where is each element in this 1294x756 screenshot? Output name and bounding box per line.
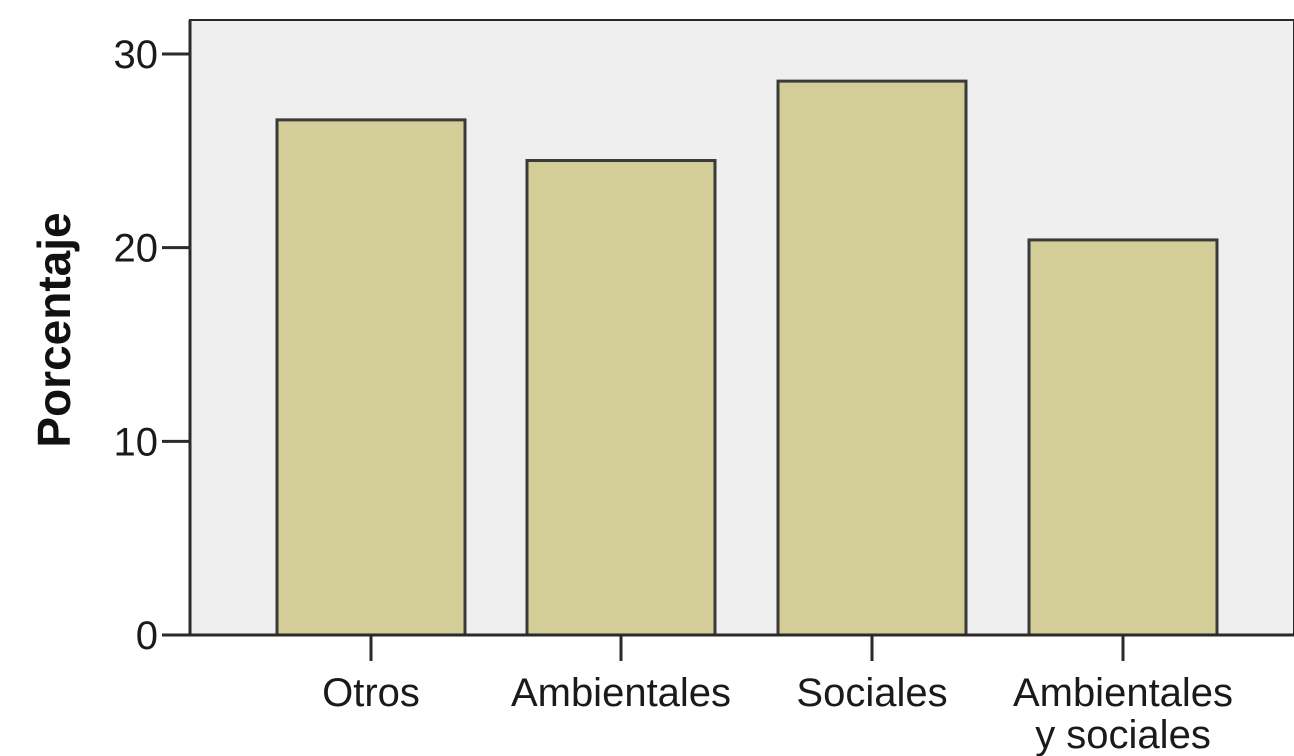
bar-2 bbox=[525, 159, 717, 637]
x-tick-label: Ambientales bbox=[511, 671, 731, 715]
y-tick-label: 0 bbox=[136, 614, 158, 658]
x-ticks-group: Otros Ambientales Sociales Ambientales y soc… bbox=[322, 635, 1233, 756]
y-tick-label: 10 bbox=[114, 420, 159, 464]
bar-3 bbox=[776, 79, 968, 637]
y-tick-label: 20 bbox=[114, 227, 159, 271]
x-tick-label: Otros bbox=[322, 671, 420, 715]
x-tick-label: Ambientales y sociales bbox=[1013, 671, 1233, 756]
y-ticks-group: 0 10 20 30 bbox=[114, 33, 190, 658]
bar-1 bbox=[275, 118, 467, 637]
y-tick-label: 30 bbox=[114, 33, 159, 77]
y-axis-title: Porcentaje bbox=[28, 212, 80, 447]
bar-4 bbox=[1027, 238, 1219, 637]
x-tick-label: Sociales bbox=[796, 671, 947, 715]
